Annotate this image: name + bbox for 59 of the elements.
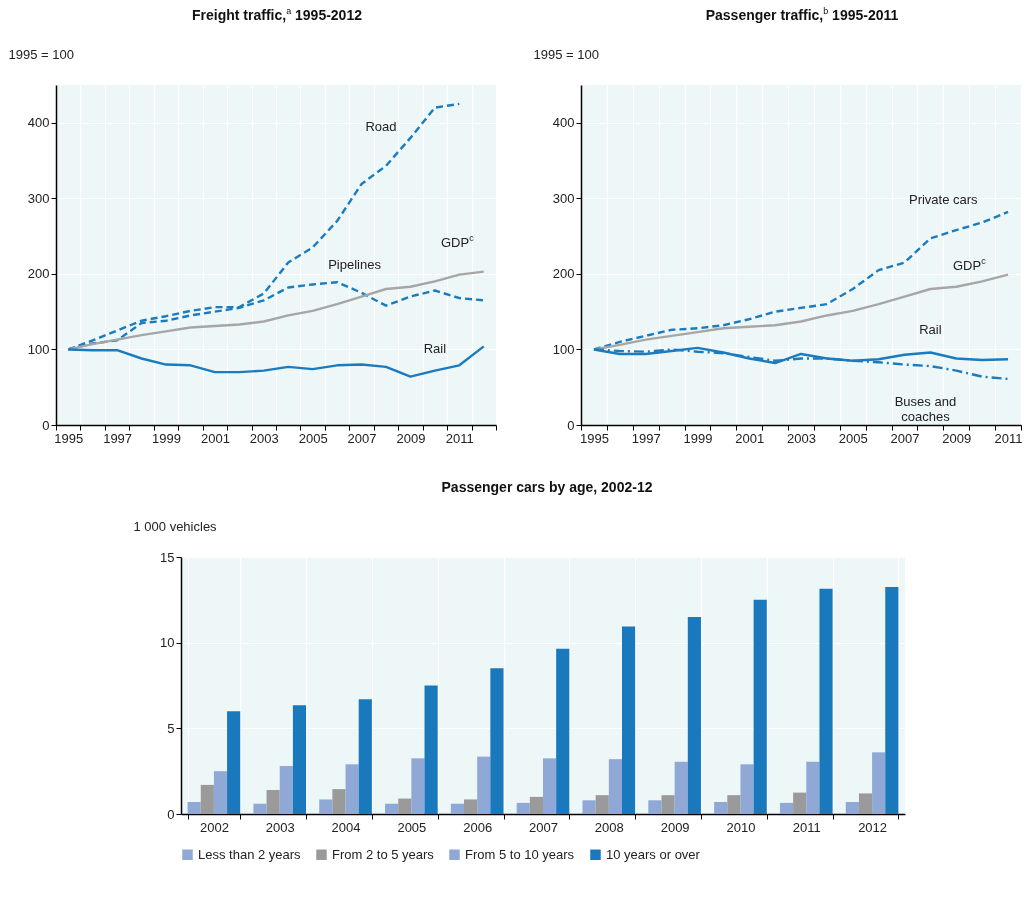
x-tick-label: 1999 — [152, 430, 181, 446]
x-tick-label: 1995 — [579, 430, 609, 446]
x-tick-label: 2003 — [265, 819, 295, 835]
x-tick-label: 1999 — [683, 430, 713, 446]
x-tick-label: 2007 — [529, 819, 558, 835]
y-tick-label: 100 — [27, 341, 50, 357]
series-label: Pipelines — [328, 256, 382, 272]
chart-title: Passenger traffic,$^{b}$ 1995-2011 — [704, 5, 900, 25]
y-tick-label: 400 — [27, 115, 50, 131]
x-tick-label: 1995 — [54, 430, 84, 446]
x-tick-label: 2009 — [396, 430, 426, 446]
x-tick-label: 2011 — [994, 430, 1023, 446]
y-tick-label: 300 — [552, 190, 575, 206]
legend-label: 10 years or over — [606, 846, 701, 862]
x-tick-label: 2009 — [660, 819, 690, 835]
x-tick-label: 2005 — [298, 430, 328, 446]
series-label: Private cars — [908, 192, 979, 208]
y-tick-label: 0 — [167, 806, 175, 822]
y-tick-label: 200 — [27, 266, 50, 282]
y-axis-title: 1 000 vehicles — [133, 518, 218, 534]
x-tick-label: 2007 — [890, 430, 920, 446]
y-tick-label: 0 — [567, 417, 575, 433]
series-label: Rail — [919, 322, 942, 338]
x-tick-label: 2003 — [249, 430, 279, 446]
y-tick-label: 100 — [552, 341, 575, 357]
chart-title: Passenger cars by age, 2002-12 — [440, 478, 654, 497]
x-tick-label: 2004 — [331, 819, 361, 835]
x-tick-label: 2001 — [200, 430, 230, 446]
x-tick-label: 2002 — [199, 819, 229, 835]
y-tick-label: 200 — [552, 266, 575, 282]
x-tick-label: 2011 — [792, 819, 821, 835]
x-tick-label: 2006 — [463, 819, 493, 835]
y-axis-title: 1995 = 100 — [8, 46, 74, 62]
y-tick-label: 5 — [167, 720, 175, 736]
x-tick-label: 2012 — [858, 819, 888, 835]
y-tick-label: 10 — [160, 635, 175, 651]
series-label: Road — [365, 118, 397, 134]
x-tick-label: 2008 — [594, 819, 624, 835]
x-tick-label: 2007 — [347, 430, 377, 446]
chart-title: Freight traffic,$^{a}$ 1995-2012 — [191, 5, 363, 25]
series-label: Rail — [423, 340, 447, 356]
x-tick-label: 2001 — [735, 430, 765, 446]
legend-label: From 5 to 10 years — [465, 846, 575, 862]
x-tick-label: 2009 — [942, 430, 972, 446]
y-axis-title: 1995 = 100 — [533, 46, 599, 62]
y-tick-label: 400 — [552, 115, 575, 131]
series-label: Buses and coaches — [894, 394, 957, 425]
y-tick-label: 0 — [42, 417, 50, 433]
y-tick-label: 300 — [27, 190, 50, 206]
x-tick-label: 1997 — [103, 430, 133, 446]
legend-label: Less than 2 years — [198, 846, 302, 862]
x-tick-label: 2003 — [787, 430, 816, 446]
x-tick-label: 2005 — [397, 819, 427, 835]
legend-label: From 2 to 5 years — [332, 846, 435, 862]
y-tick-label: 15 — [160, 549, 175, 565]
x-tick-label: 2010 — [726, 819, 756, 835]
x-tick-label: 2011 — [445, 430, 474, 446]
x-tick-label: 1997 — [631, 430, 661, 446]
x-tick-label: 2005 — [838, 430, 868, 446]
